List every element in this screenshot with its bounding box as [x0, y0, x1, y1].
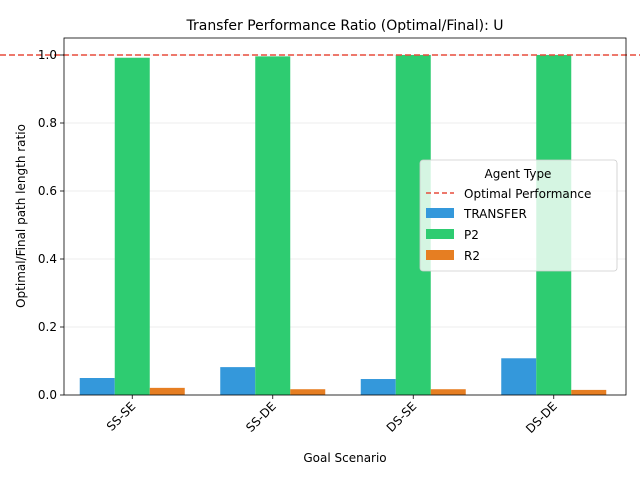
bar-transfer-ss-de [220, 367, 256, 395]
bar-r2-ss-se [149, 387, 185, 395]
bar-r2-ds-de [571, 389, 607, 395]
bar-p2-ss-se [114, 57, 150, 395]
legend-swatch-transfer [426, 208, 454, 218]
bar-transfer-ds-de [501, 358, 537, 395]
legend-swatch-p2 [426, 229, 454, 239]
bar-transfer-ss-se [79, 378, 115, 395]
y-tick-label: 0.2 [38, 320, 57, 334]
chart-title: Transfer Performance Ratio (Optimal/Fina… [185, 18, 503, 34]
plot-frame [63, 37, 627, 396]
x-axis-label: Goal Scenario [303, 451, 386, 465]
legend-label-r2: R2 [464, 249, 480, 263]
legend: Agent Type Optimal Performance TRANSFER P… [419, 159, 618, 272]
legend-title: Agent Type [485, 167, 552, 181]
legend-swatch-r2 [426, 250, 454, 260]
y-tick-label: 0.0 [38, 388, 57, 402]
y-tick-label: 1.0 [38, 48, 57, 62]
y-tick-label: 0.8 [38, 116, 57, 130]
bar-r2-ds-se [430, 389, 466, 395]
y-tick-label: 0.6 [38, 184, 57, 198]
y-axis-label: Optimal/Final path length ratio [14, 124, 28, 308]
legend-label-transfer: TRANSFER [463, 207, 527, 221]
legend-box [419, 159, 618, 272]
bar-transfer-ds-se [360, 379, 396, 395]
legend-label-reference: Optimal Performance [464, 187, 591, 201]
y-axis: 0.0 0.2 0.4 0.6 0.8 1.0 [38, 48, 64, 402]
bar-r2-ss-de [290, 389, 326, 395]
legend-label-p2: P2 [464, 228, 479, 242]
y-tick-label: 0.4 [38, 252, 57, 266]
bar-p2-ss-de [255, 56, 291, 396]
